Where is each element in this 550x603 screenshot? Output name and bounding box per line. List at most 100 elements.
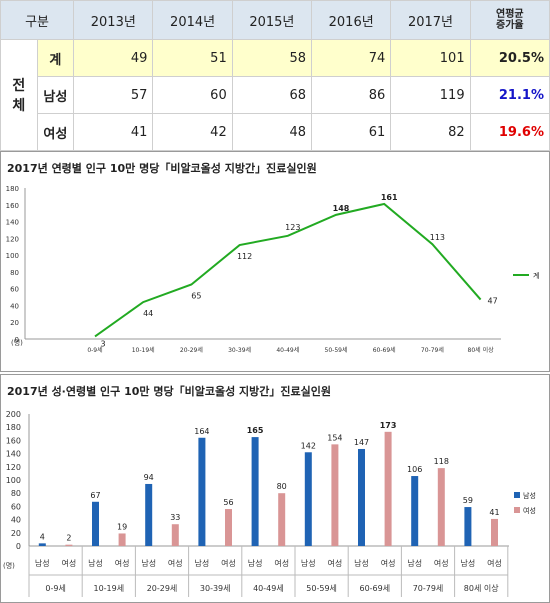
table-header-2015: 2015년 [231,0,313,40]
line-chart-title: 2017년 연령별 인구 10만 명당「비알코올성 지방간」진료실인원 [7,162,317,175]
bar-male [92,501,99,546]
x-sublabel: 남성 [195,559,210,568]
bar-male [304,452,312,546]
x-sublabel: 남성 [35,559,50,568]
x-sublabel: 남성 [354,559,369,568]
data-label: 44 [143,309,153,318]
unit-label: (명) [11,338,23,347]
x-tick-label: 20-29세 [180,346,203,354]
data-label: 3 [100,339,105,348]
y-tick-label: 200 [6,410,21,419]
data-label: 147 [354,438,369,447]
data-label: 94 [144,473,154,482]
data-label: 106 [407,465,422,474]
bar-male [198,437,206,546]
table-cell: 82 [390,113,471,151]
bar-male [38,543,46,546]
legend-label: 계 [533,271,539,280]
x-group-label: 60-69세 [359,584,390,593]
x-sublabel: 남성 [88,559,103,568]
data-label: 112 [237,252,252,261]
y-tick-label: 180 [6,185,19,193]
data-label: 56 [223,498,233,507]
x-tick-label: 30-39세 [228,346,251,354]
table-cell: 119 [390,76,471,114]
data-label: 113 [430,233,445,242]
data-label: 173 [380,421,397,430]
growth-header-line2: 증가율 [496,20,524,31]
y-tick-label: 180 [6,423,21,432]
data-label: 142 [301,441,316,450]
bar-female [118,533,126,546]
bar-male [145,483,153,546]
x-tick-label: 60-69세 [373,346,396,354]
y-tick-label: 60 [11,502,21,511]
x-tick-label: 40-49세 [276,346,299,354]
table-cell: 51 [152,39,233,77]
y-tick-label: 80 [11,489,21,498]
data-label: 19 [117,522,127,531]
legend-swatch-female [514,507,520,513]
y-tick-label: 40 [11,516,21,525]
x-group-label: 80세 이상 [464,583,499,593]
x-group-label: 50-59세 [306,584,337,593]
x-sublabel: 여성 [115,558,130,568]
x-tick-label: 0-9세 [87,346,102,354]
bar-female [437,468,445,546]
x-sublabel: 남성 [301,559,316,568]
x-tick-label: 50-59세 [325,346,348,354]
bar-male [464,507,472,546]
bar-chart-title: 2017년 성·연령별 인구 10만 명당「비알코올성 지방간」진료실인원 [7,385,332,398]
table-row-label: 계 [36,39,75,77]
y-tick-label: 140 [6,450,21,459]
legend-label: 여성 [523,506,536,515]
y-tick-label: 80 [10,269,19,277]
bar-male [411,476,419,546]
bar-male [251,437,259,546]
x-sublabel: 여성 [381,558,396,568]
x-sublabel: 남성 [248,559,263,568]
x-sublabel: 여성 [328,558,343,568]
table-row: 여성 41 42 48 61 82 19.6% [1,113,550,151]
bar-female [65,544,73,546]
table-group-label: 전체 [0,39,38,151]
y-tick-label: 60 [10,286,19,294]
x-tick-label: 80세 이상 [468,346,495,354]
y-tick-label: 40 [10,302,19,310]
table-cell: 86 [311,76,392,114]
data-label: 118 [434,457,449,466]
growth-cell-female: 19.6% [469,113,550,151]
table-cell: 41 [73,113,154,151]
data-label: 2 [66,534,71,543]
data-label: 123 [285,223,300,232]
line-chart: 0 20 40 60 80 100 120 140 160 180 (명) 30-9세 44 10-19세… [6,185,540,354]
table-cell: 101 [390,39,471,77]
table-header-growth: 연평균 증가율 [469,0,550,40]
table-row: 전체 계 49 51 58 74 101 20.5% [0,39,550,151]
y-tick-label: 0 [16,542,21,551]
x-sublabel: 여성 [487,558,502,568]
data-label: 148 [333,204,350,213]
table-cell: 60 [152,76,233,114]
data-label: 41 [489,508,499,517]
bar-female [225,509,232,546]
x-group-label: 40-49세 [253,584,284,593]
x-tick-label: 10-19세 [132,346,155,354]
legend-label: 남성 [523,491,536,500]
data-label: 4 [40,532,45,541]
table-header-2016: 2016년 [311,0,392,40]
table-cell: 74 [311,39,392,77]
data-label: 165 [247,426,264,435]
table-cell: 42 [152,113,233,151]
table-cell: 48 [231,113,313,151]
table-cell: 68 [231,76,313,114]
x-group-label: 70-79세 [413,584,444,593]
y-tick-label: 120 [6,463,21,472]
x-sublabel: 여성 [62,558,77,568]
table-header-row: 구분 2013년 2014년 2015년 2016년 2017년 연평균 증가율 [0,0,550,40]
growth-header-line1: 연평균 [496,9,524,20]
x-group-label: 30-39세 [200,584,231,593]
y-tick-label: 20 [11,529,21,538]
x-sublabel: 남성 [461,559,476,568]
